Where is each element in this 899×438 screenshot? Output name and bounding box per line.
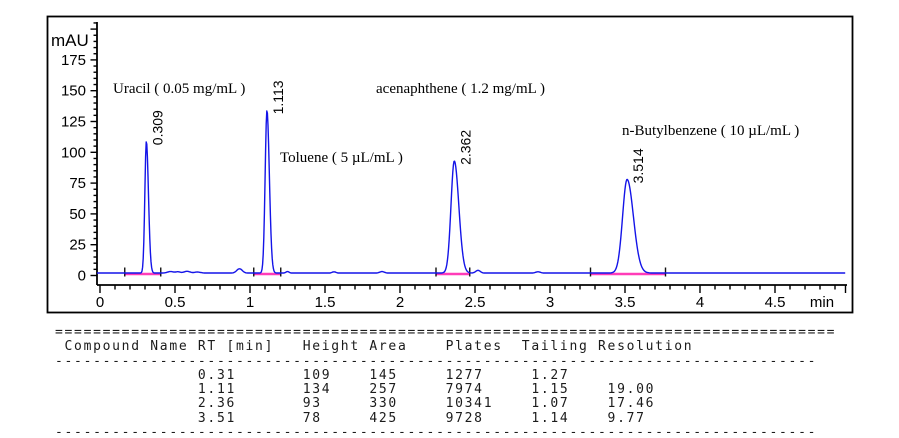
x-tick-label: 3.5 xyxy=(615,294,636,311)
y-axis-unit-label: mAU xyxy=(51,31,89,50)
y-tick-label: 175 xyxy=(61,52,86,69)
chromatogram-trace xyxy=(96,110,846,274)
x-tick-label: 2.5 xyxy=(465,294,486,311)
y-tick-label: 75 xyxy=(69,175,86,192)
x-axis-unit-label: min xyxy=(810,294,834,311)
y-tick-label: 100 xyxy=(61,144,86,161)
y-tick-label: 25 xyxy=(69,237,86,254)
compound-annotation: n-Butylbenzene ( 10 µL/mL ) xyxy=(622,123,799,139)
y-tick-label: 150 xyxy=(61,83,86,100)
compound-annotation: acenaphthene ( 1.2 mg/mL ) xyxy=(376,81,545,97)
chromatogram-panel: 0 25 50 75 100 125 150 175 0 0.5 1 1.5 2 2.5 3 3.5 4 4.5 0… xyxy=(46,15,854,314)
plot-content: 0 25 50 75 100 125 150 175 0 0.5 1 1.5 2 2.5 3 3.5 4 4.5 0… xyxy=(61,22,847,311)
results-table: ========================================… xyxy=(55,325,837,438)
compound-annotation: Toluene ( 5 µL/mL ) xyxy=(280,150,403,166)
x-tick-label: 0.5 xyxy=(165,294,186,311)
y-tick-label: 0 xyxy=(78,268,86,285)
x-tick-label: 3 xyxy=(546,294,554,311)
y-tick-label: 50 xyxy=(69,206,86,223)
plot-frame xyxy=(46,15,854,314)
x-tick-label: 1.5 xyxy=(315,294,336,311)
x-tick-label: 2 xyxy=(396,294,404,311)
y-tick-label: 125 xyxy=(61,114,86,131)
peak-rt-label: 0.309 xyxy=(149,110,165,145)
peak-rt-label: 2.362 xyxy=(457,130,473,165)
x-tick-label: 4 xyxy=(696,294,704,311)
x-tick-label: 4.5 xyxy=(765,294,786,311)
x-tick-label: 0 xyxy=(96,294,104,311)
compound-annotation: Uracil ( 0.05 mg/mL ) xyxy=(113,81,245,97)
peak-rt-label: 3.514 xyxy=(630,148,646,183)
x-tick-label: 1 xyxy=(246,294,254,311)
peak-rt-label: 1.113 xyxy=(270,80,286,114)
